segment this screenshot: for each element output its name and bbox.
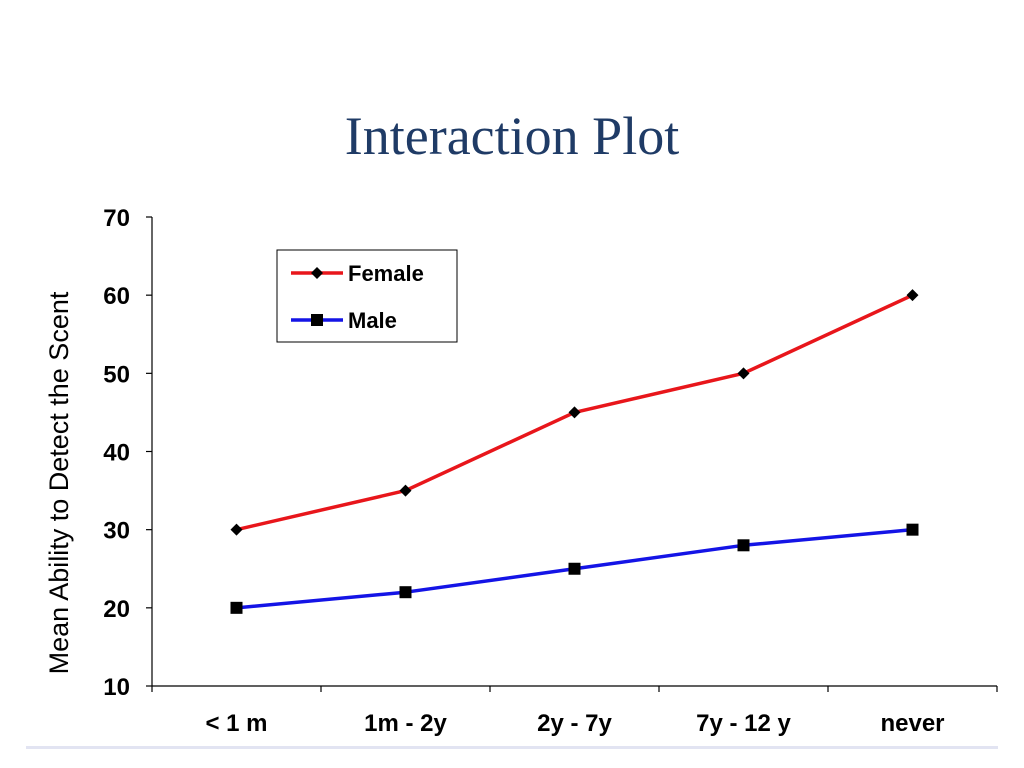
legend-label-female: Female	[348, 261, 424, 286]
y-tick-label: 40	[103, 440, 130, 467]
data-point-female	[399, 484, 412, 497]
data-point-female	[906, 289, 919, 302]
legend-marker-female	[311, 267, 323, 279]
y-axis-label: Mean Ability to Detect the Scent	[44, 291, 74, 674]
x-tick-label: 2y - 7y	[537, 710, 612, 737]
legend-label-male: Male	[348, 308, 397, 333]
series-lines	[230, 289, 919, 614]
x-tick-label: never	[880, 710, 944, 737]
data-point-male	[737, 539, 750, 552]
y-tick-label: 10	[103, 674, 130, 701]
data-point-male	[230, 601, 243, 614]
y-tick-label: 70	[103, 205, 130, 232]
data-point-female	[230, 523, 243, 536]
y-tick-label: 20	[103, 596, 130, 623]
legend-marker-male	[311, 314, 323, 326]
slide-title: Interaction Plot	[344, 106, 680, 166]
x-tick-label: 7y - 12 y	[696, 710, 791, 737]
y-tick-label: 50	[103, 361, 130, 388]
axis-ticks: 10 20 30 40 50 60 70 < 1 m 1m - 2y 2y - 7y 7y - 12…	[103, 205, 998, 737]
legend: Female Male	[276, 249, 458, 343]
data-point-male	[906, 523, 919, 536]
x-tick-label: < 1 m	[205, 710, 267, 737]
data-point-male	[568, 562, 581, 575]
x-tick-label: 1m - 2y	[364, 710, 447, 737]
data-point-male	[399, 586, 412, 599]
y-tick-label: 60	[103, 283, 130, 310]
slide-footer-rule	[26, 746, 998, 749]
y-tick-label: 30	[103, 518, 130, 545]
legend-box	[276, 249, 458, 343]
data-point-female	[737, 367, 750, 380]
data-point-female	[568, 406, 581, 419]
